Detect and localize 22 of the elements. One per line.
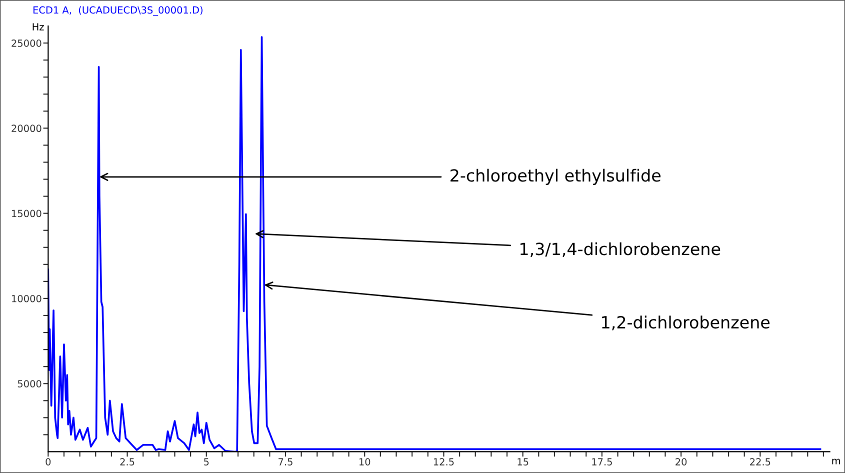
y-tick-label: 5000 (18, 380, 42, 388)
x-tick-label: 20 (676, 458, 687, 466)
y-tick-label: 10000 (12, 294, 42, 302)
annotation: 1,3/1,4-dichlorobenzene (520, 242, 720, 257)
annotation: 2-chloroethyl ethylsulfide (450, 168, 660, 185)
line-series (48, 36, 822, 452)
y-tick-label: 20000 (12, 124, 42, 132)
x-tick-label: 2.5 (120, 458, 134, 466)
x-tick-label: 22.5 (750, 458, 770, 466)
y-axis-title: Hz (32, 23, 44, 30)
x-tick-label: 7.5 (278, 458, 292, 466)
chart-title: ECD1 A, (UCADUECD\3S_00001.D) (33, 6, 202, 16)
x-axis-title: m (832, 458, 840, 464)
y-tick-label: 15000 (12, 210, 42, 218)
annotation: 1,2-dichlorobenzene (602, 316, 770, 330)
x-tick-label: 10 (359, 458, 370, 466)
x-tick-label: 0 (46, 458, 51, 466)
x-tick-label: 5 (204, 458, 209, 466)
y-tick-label: 25000 (12, 40, 42, 47)
x-tick-label: 15 (518, 458, 528, 466)
x-tick-label: 17.5 (592, 458, 612, 466)
x-tick-label: 12.5 (434, 458, 454, 466)
